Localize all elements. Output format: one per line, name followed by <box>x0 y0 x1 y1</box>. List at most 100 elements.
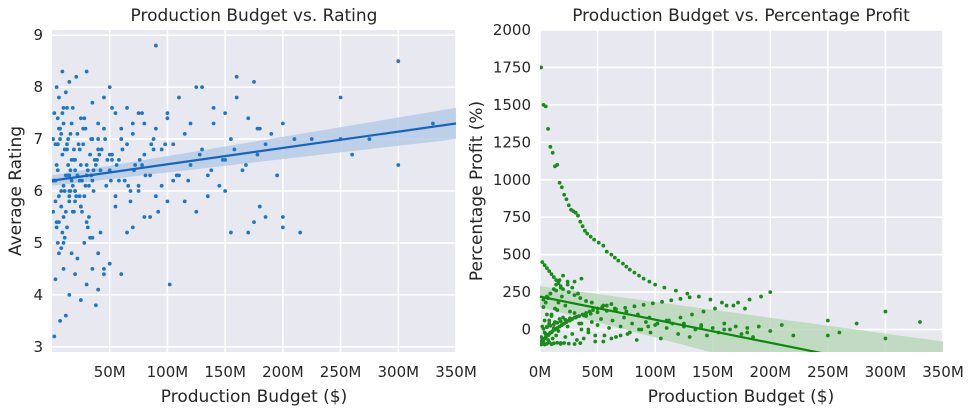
x-tick-label-rating: 150M <box>204 363 246 381</box>
data-point-profit <box>609 336 614 341</box>
data-point-rating <box>229 230 233 235</box>
x-tick-label-profit: 150M <box>692 363 734 381</box>
data-point-profit <box>540 260 545 265</box>
data-point-rating <box>263 142 268 147</box>
data-point-profit <box>596 240 601 245</box>
data-point-profit <box>701 309 706 314</box>
data-point-profit <box>573 210 578 215</box>
data-point-profit <box>570 317 575 321</box>
data-point-rating <box>96 137 101 141</box>
confidence-band-profit <box>540 286 943 352</box>
data-point-profit <box>745 326 750 330</box>
data-point-rating <box>107 152 112 157</box>
data-point-profit <box>541 297 546 302</box>
data-point-rating <box>52 334 57 339</box>
data-point-rating <box>66 137 71 141</box>
y-tick-label-profit: 1500 <box>493 96 531 114</box>
y-axis-label-profit: Percentage Profit (%) <box>467 101 487 281</box>
data-point-rating <box>103 137 107 141</box>
x-tick-label-profit: 50M <box>582 363 614 381</box>
data-point-rating <box>125 106 129 110</box>
data-point-profit <box>601 243 606 248</box>
x-tick-label-rating: 300M <box>377 363 419 381</box>
data-point-rating <box>102 126 106 131</box>
data-point-profit <box>589 300 594 305</box>
y-tick-label-rating: 3 <box>33 338 43 356</box>
data-point-rating <box>367 137 372 141</box>
data-point-rating <box>177 95 181 100</box>
data-point-rating <box>67 292 72 297</box>
data-point-profit <box>548 144 553 149</box>
data-point-profit <box>745 330 750 335</box>
data-point-profit <box>546 126 550 131</box>
data-point-rating <box>80 209 84 214</box>
data-point-rating <box>244 163 248 167</box>
data-point-profit <box>545 312 549 317</box>
data-point-rating <box>69 251 74 256</box>
data-point-profit <box>708 297 713 302</box>
data-point-rating <box>54 225 59 230</box>
data-point-rating <box>61 241 66 245</box>
y-tick-label-rating: 5 <box>33 234 43 252</box>
data-point-rating <box>137 157 142 162</box>
data-point-profit <box>699 324 704 329</box>
x-tick-label-rating: 50M <box>94 363 126 381</box>
data-point-rating <box>211 106 216 110</box>
data-point-rating <box>75 131 80 136</box>
data-point-rating <box>102 95 106 100</box>
data-point-profit <box>768 290 773 294</box>
data-point-rating <box>269 131 274 136</box>
data-point-profit <box>621 261 625 266</box>
data-point-profit <box>634 338 639 342</box>
data-point-rating <box>234 74 239 79</box>
data-point-rating <box>205 194 210 199</box>
data-point-profit <box>696 294 701 299</box>
data-point-rating <box>220 157 225 162</box>
data-point-rating <box>165 116 170 121</box>
data-point-rating <box>62 147 67 152</box>
data-point-rating <box>65 106 69 110</box>
x-ticks-profit: 0M 50M 100M 150M 200M 250M 300M 350M <box>529 363 964 381</box>
data-point-profit <box>566 203 571 208</box>
data-point-rating <box>171 178 176 183</box>
data-point-rating <box>255 152 260 157</box>
data-point-profit <box>556 329 561 333</box>
data-point-profit <box>591 308 595 312</box>
data-point-rating <box>90 100 95 105</box>
data-point-profit <box>566 318 571 323</box>
data-point-profit <box>604 249 609 254</box>
data-point-rating <box>96 287 101 292</box>
data-point-profit <box>555 340 560 345</box>
data-point-profit <box>557 278 562 283</box>
data-point-rating <box>234 95 239 100</box>
data-point-rating <box>223 111 228 115</box>
y-tick-label-profit: 1750 <box>493 58 531 76</box>
data-point-profit <box>581 336 586 341</box>
data-point-rating <box>298 230 303 235</box>
data-point-profit <box>883 336 888 341</box>
data-point-rating <box>350 152 355 157</box>
data-point-profit <box>565 279 570 284</box>
data-point-rating <box>209 168 214 173</box>
data-point-profit <box>579 327 584 332</box>
data-point-profit <box>547 318 552 323</box>
chart-profit: 0M 50M 100M 150M 200M 250M 300M 350M 0 250 500 750… <box>467 6 964 407</box>
data-point-rating <box>338 95 343 100</box>
data-point-profit <box>548 291 553 296</box>
data-point-rating <box>153 43 158 48</box>
data-point-profit <box>607 326 611 330</box>
y-ticks-profit: 0 250 500 750 1000 1250 1500 1750 2000 <box>493 21 531 339</box>
data-point-rating <box>78 163 83 167</box>
data-point-rating <box>280 121 285 126</box>
data-point-profit <box>653 282 658 287</box>
data-point-profit <box>555 162 560 167</box>
data-point-profit <box>624 264 629 269</box>
data-point-profit <box>678 296 683 301</box>
data-point-profit <box>673 288 678 293</box>
data-point-rating <box>128 189 133 193</box>
data-point-rating <box>70 183 75 188</box>
data-point-rating <box>69 121 74 126</box>
data-point-profit <box>545 325 549 330</box>
regression-line-profit <box>540 295 822 352</box>
data-point-rating <box>194 209 199 214</box>
